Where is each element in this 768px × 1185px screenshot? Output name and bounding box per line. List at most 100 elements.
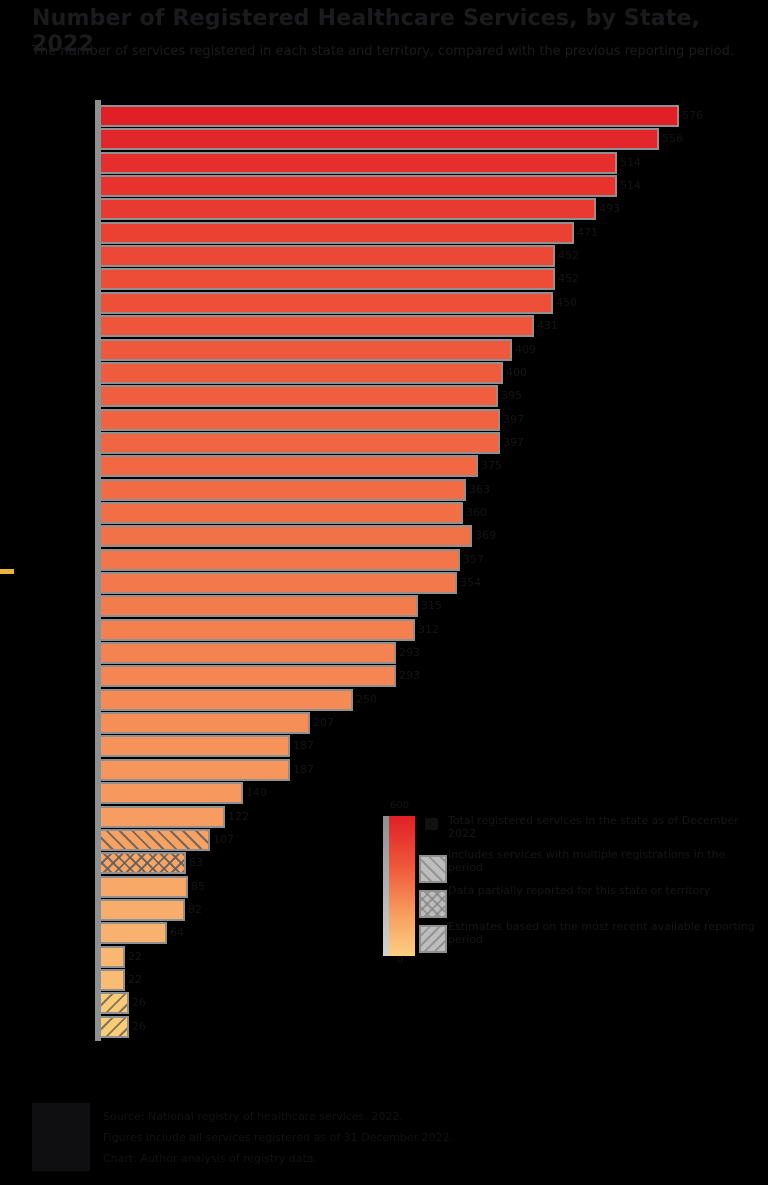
- bar-row-17: [101, 479, 466, 501]
- bar-value-label-2: 556: [662, 132, 683, 145]
- bar-value-label-21: 354: [460, 576, 481, 589]
- bar-value-label-7: 452: [558, 249, 579, 262]
- bar-value-label-17: 363: [469, 483, 490, 496]
- highlighted-tick: [0, 569, 14, 574]
- bar-row-12: [101, 362, 503, 384]
- legend-black-swatch-icon: [425, 818, 438, 830]
- bar-row-4: [101, 175, 617, 197]
- legend-swatch-forward-icon: [419, 925, 447, 953]
- bar-value-label-16: 375: [481, 459, 502, 472]
- legend-entry-label-4: Estimates based on the most recent avail…: [448, 920, 755, 946]
- bar-value-label-37: 22: [128, 950, 142, 963]
- bar-row-1: [101, 105, 679, 127]
- bar-value-label-23: 312: [418, 623, 439, 636]
- bar-value-label-9: 450: [556, 296, 577, 309]
- bar-value-label-26: 250: [356, 693, 377, 706]
- bar-row-10: [101, 315, 534, 337]
- colorbar-max-label: 600: [390, 800, 410, 811]
- bar-row-6: [101, 222, 574, 244]
- colorbar-min-label: 0: [397, 955, 404, 966]
- bar-value-label-3: 514: [620, 156, 641, 169]
- bar-value-label-34: 85: [191, 880, 205, 893]
- legend-swatch-cross-icon: [419, 890, 447, 918]
- bar-value-label-13: 395: [501, 389, 522, 402]
- bar-row-39: [101, 992, 129, 1014]
- bar-value-label-25: 293: [399, 669, 420, 682]
- bar-row-36: [101, 922, 167, 944]
- chart-title: Number of Registered Healthcare Services…: [32, 6, 701, 58]
- bar-value-label-1: 576: [682, 109, 703, 122]
- bar-row-22: [101, 595, 418, 617]
- bar-row-5: [101, 198, 596, 220]
- footnote-line-1: Source: National registry of healthcare …: [103, 1110, 403, 1123]
- bar-row-28: [101, 735, 290, 757]
- bar-row-26: [101, 689, 353, 711]
- footer-logo: [32, 1103, 90, 1171]
- bar-row-24: [101, 642, 396, 664]
- colorbar-gray-strip: [383, 816, 389, 956]
- bar-value-label-24: 293: [399, 646, 420, 659]
- bar-row-31: [101, 806, 225, 828]
- bar-value-label-35: 82: [188, 903, 202, 916]
- bar-row-13: [101, 385, 498, 407]
- bar-value-label-6: 471: [577, 226, 598, 239]
- bar-row-19: [101, 525, 472, 547]
- bar-value-label-36: 64: [170, 926, 184, 939]
- bar-value-label-22: 315: [421, 599, 442, 612]
- bar-row-35: [101, 899, 185, 921]
- bar-value-label-33: 83: [189, 856, 203, 869]
- bar-value-label-11: 409: [515, 343, 536, 356]
- bar-value-label-39: 26: [132, 996, 146, 1009]
- y-axis-spine: [95, 100, 101, 1041]
- bar-value-label-31: 122: [228, 810, 249, 823]
- chart-subtitle: The number of services registered in eac…: [32, 44, 734, 59]
- bar-row-7: [101, 245, 555, 267]
- bar-value-label-29: 187: [293, 763, 314, 776]
- bar-row-30: [101, 782, 243, 804]
- bar-value-label-5: 493: [599, 202, 620, 215]
- bar-value-label-14: 397: [503, 413, 524, 426]
- legend-entry-label-1: Total registered services in the state a…: [448, 814, 739, 840]
- bar-value-label-10: 431: [537, 319, 558, 332]
- bar-row-18: [101, 502, 463, 524]
- legend-colorbar: [389, 816, 415, 956]
- bar-value-label-30: 140: [246, 786, 267, 799]
- bar-row-23: [101, 619, 415, 641]
- legend-entry-label-2: Includes services with multiple registra…: [448, 848, 726, 874]
- bar-row-20: [101, 549, 460, 571]
- bar-row-34: [101, 876, 188, 898]
- bar-value-label-38: 22: [128, 973, 142, 986]
- bar-row-21: [101, 572, 457, 594]
- bar-value-label-12: 400: [506, 366, 527, 379]
- bar-row-33: [101, 852, 186, 874]
- bar-value-label-8: 452: [558, 272, 579, 285]
- footnote-line-3: Chart: Author analysis of registry data.: [103, 1152, 318, 1165]
- bar-value-label-18: 360: [466, 506, 487, 519]
- bar-row-37: [101, 946, 125, 968]
- bar-value-label-15: 397: [503, 436, 524, 449]
- bar-value-label-27: 207: [313, 716, 334, 729]
- legend-entry-label-3: Data partially reported for this state o…: [448, 884, 711, 897]
- bar-row-40: [101, 1016, 129, 1038]
- bar-row-3: [101, 152, 617, 174]
- footnote-line-2: Figures include all services registered …: [103, 1131, 454, 1144]
- bar-row-32: [101, 829, 210, 851]
- bar-value-label-19: 369: [475, 529, 496, 542]
- bar-value-label-40: 26: [132, 1020, 146, 1033]
- legend-swatch-back-icon: [419, 855, 447, 883]
- bar-row-11: [101, 339, 512, 361]
- bar-value-label-32: 107: [213, 833, 234, 846]
- bar-row-2: [101, 128, 659, 150]
- bar-value-label-20: 357: [463, 553, 484, 566]
- bar-row-38: [101, 969, 125, 991]
- bar-row-27: [101, 712, 310, 734]
- bar-row-14: [101, 409, 500, 431]
- bar-value-label-28: 187: [293, 739, 314, 752]
- bar-row-16: [101, 455, 478, 477]
- bar-row-15: [101, 432, 500, 454]
- bar-row-29: [101, 759, 290, 781]
- bar-row-9: [101, 292, 553, 314]
- bar-row-25: [101, 665, 396, 687]
- bar-row-8: [101, 268, 555, 290]
